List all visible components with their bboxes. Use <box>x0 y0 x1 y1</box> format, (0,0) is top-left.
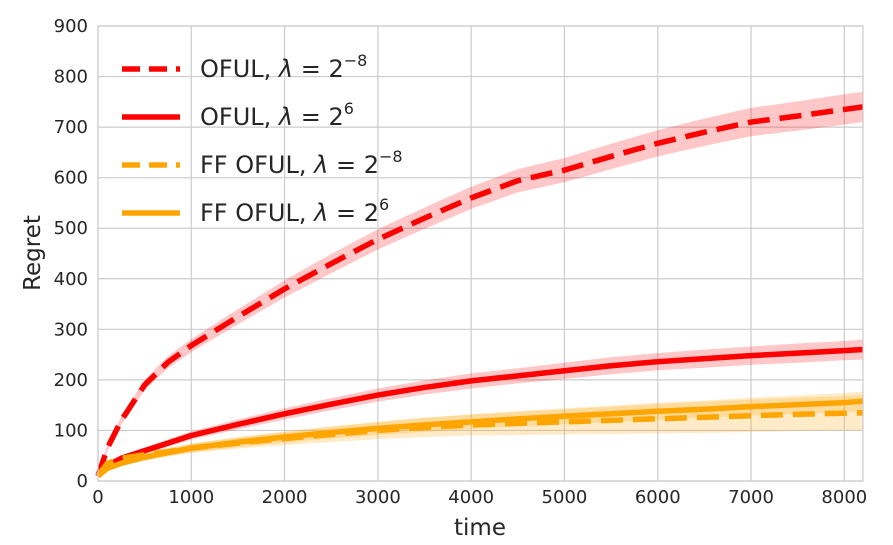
legend-label-0: OFUL, λ = 2−8 <box>200 51 367 83</box>
x-axis-label: time <box>454 515 506 541</box>
x-tick-label: 6000 <box>635 487 681 508</box>
legend-label-lambda: λ <box>277 103 293 131</box>
legend-label-equals: = 2 <box>328 199 379 227</box>
legend-label-equals: = 2 <box>293 103 344 131</box>
legend-label-lambda: λ <box>312 151 328 179</box>
legend-label-lambda: λ <box>312 199 328 227</box>
x-tick-label: 7000 <box>728 487 774 508</box>
legend-label-prefix: OFUL, <box>200 55 279 83</box>
legend-label-prefix: FF OFUL, <box>200 199 314 227</box>
y-tick-label: 400 <box>54 269 88 290</box>
x-tick-label: 1000 <box>168 487 214 508</box>
y-tick-label: 700 <box>54 117 88 138</box>
y-tick-label: 900 <box>54 16 88 37</box>
legend-label-3: FF OFUL, λ = 26 <box>200 195 389 227</box>
y-tick-labels: 0 100 200 300 400 500 600 700 800 900 <box>54 16 88 492</box>
legend-label-equals: = 2 <box>328 151 379 179</box>
legend-label-prefix: FF OFUL, <box>200 151 314 179</box>
legend-label-exponent: 6 <box>379 195 389 214</box>
legend-label-exponent: −8 <box>344 51 368 70</box>
y-tick-label: 100 <box>54 420 88 441</box>
series-lines <box>95 104 864 479</box>
confidence-band-0 <box>98 91 863 479</box>
plot-frame <box>97 25 864 482</box>
series-line-3 <box>96 398 864 479</box>
series-line-0 <box>95 104 864 477</box>
x-tick-label: 2000 <box>262 487 308 508</box>
y-tick-label: 600 <box>54 168 88 189</box>
y-tick-label: 0 <box>77 471 88 492</box>
legend-label-prefix: OFUL, <box>200 103 279 131</box>
x-tick-label: 4000 <box>448 487 494 508</box>
x-tick-label: 5000 <box>542 487 588 508</box>
legend-label-equals: = 2 <box>293 55 344 83</box>
y-axis-label: Regret <box>20 215 46 291</box>
legend-label-exponent: −8 <box>379 147 403 166</box>
y-tick-label: 300 <box>54 319 88 340</box>
x-tick-labels: 0 1000 2000 3000 4000 5000 6000 7000 8000 <box>92 487 867 508</box>
legend-label-1: OFUL, λ = 26 <box>200 99 354 131</box>
series-line-1 <box>95 346 864 478</box>
legend-label-lambda: λ <box>277 55 293 83</box>
y-tick-label: 800 <box>54 67 88 88</box>
legend-label-exponent: 6 <box>344 99 354 118</box>
legend-label-2: FF OFUL, λ = 2−8 <box>200 147 403 179</box>
x-tick-label: 3000 <box>355 487 401 508</box>
y-tick-label: 200 <box>54 370 88 391</box>
x-tick-label: 0 <box>92 487 103 508</box>
x-tick-label: 8000 <box>821 487 867 508</box>
y-tick-label: 500 <box>54 218 88 239</box>
